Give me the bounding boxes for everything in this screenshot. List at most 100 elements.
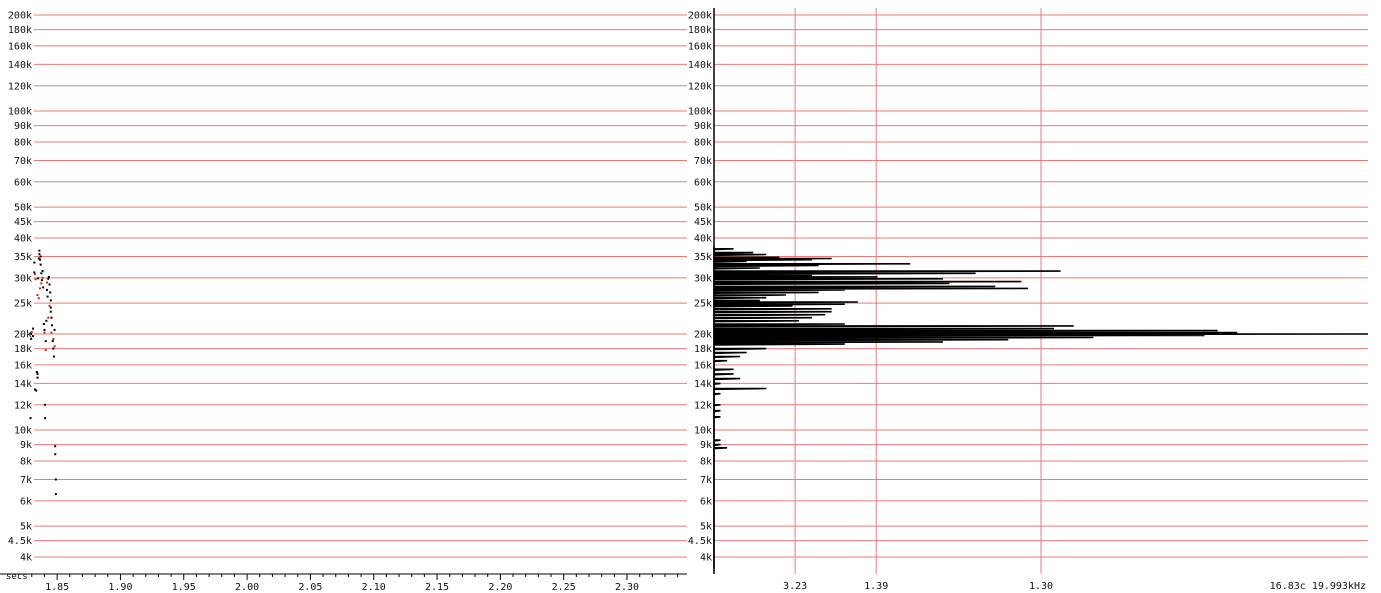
left-y-tick-label: 18k	[14, 344, 32, 355]
scatter-point	[53, 328, 56, 331]
scatter-point	[39, 287, 42, 290]
scatter-point	[54, 493, 57, 496]
scatter-point	[30, 337, 33, 340]
scatter-point	[45, 281, 48, 284]
right-y-tick-label: 90k	[694, 121, 712, 132]
scatter-point	[36, 372, 39, 375]
left-y-tick-labels: 200k 180k 160k 140k 120k 100k 90k 80k 70k 60k 50k 4…	[8, 11, 32, 564]
scatter-point	[46, 295, 49, 298]
scatter-point	[51, 340, 54, 343]
scatter-point	[44, 417, 47, 420]
left-y-tick-label: 20k	[14, 330, 32, 341]
left-y-tick-label: 120k	[8, 81, 32, 92]
scatter-point	[32, 335, 35, 338]
right-y-tick-label: 16k	[694, 360, 712, 371]
right-y-tick-label: 9k	[700, 440, 712, 451]
left-y-tick-label: 14k	[14, 379, 32, 390]
right-y-tick-label: 100k	[688, 107, 712, 118]
right-y-tick-label: 8k	[700, 456, 712, 467]
right-y-tick-label: 200k	[688, 11, 712, 22]
scatter-point	[35, 389, 38, 392]
scatter-point	[54, 478, 57, 481]
left-x-tick-label: 1.85	[45, 582, 69, 593]
left-x-tick-label: 2.05	[298, 582, 322, 593]
left-y-tick-label: 70k	[14, 156, 32, 167]
left-y-tick-label: 200k	[8, 11, 32, 22]
scatter-point	[49, 299, 52, 302]
scatter-point	[33, 261, 36, 264]
left-y-tick-label: 25k	[14, 299, 32, 310]
right-y-tick-label: 80k	[694, 137, 712, 148]
scatter-point	[39, 263, 42, 266]
scatter-point	[40, 279, 43, 282]
left-x-tick-label: 1.95	[172, 582, 196, 593]
left-y-tick-label: 45k	[14, 217, 32, 228]
left-x-tick-label: 1.90	[108, 582, 132, 593]
left-y-tick-label: 140k	[8, 60, 32, 71]
right-y-tick-label: 10k	[694, 426, 712, 437]
right-y-tick-label: 35k	[694, 252, 712, 263]
left-grid	[34, 14, 687, 558]
left-x-tick-labels: 1.85 1.90 1.95 2.00 2.05 2.10 2.15 2.20 2.25 2.30	[31, 574, 679, 593]
scatter-point	[38, 253, 41, 256]
right-x-tick-label: 1.30	[1029, 581, 1053, 592]
scatter-point	[48, 283, 51, 286]
scatter-point	[43, 328, 46, 331]
right-x-tick-label: 3.23	[783, 581, 807, 592]
right-y-tick-label: 60k	[694, 177, 712, 188]
right-y-tick-label: 12k	[694, 400, 712, 411]
left-y-tick-label: 80k	[14, 137, 32, 148]
right-y-tick-label: 7k	[700, 475, 712, 486]
right-x-tick-labels: 3.23 1.39 1.30	[783, 581, 1053, 592]
scatter-point	[49, 310, 52, 313]
left-x-tick-label: 2.15	[425, 582, 449, 593]
scatter-point	[41, 276, 44, 279]
right-y-tick-label: 6k	[700, 496, 712, 507]
scatter-point	[40, 272, 43, 275]
scatter-point	[33, 388, 36, 391]
scatter-point	[44, 349, 47, 352]
left-panel: 200k 180k 160k 140k 120k 100k 90k 80k 70k 60k 50k 4…	[0, 11, 687, 593]
left-y-tick-label: 100k	[8, 107, 32, 118]
scatter-point	[38, 249, 41, 252]
scatter-point	[37, 277, 40, 280]
right-y-tick-label: 120k	[688, 81, 712, 92]
scatter-point	[33, 271, 36, 274]
scatter-point	[47, 277, 50, 280]
scatter-point	[50, 331, 53, 334]
scatter-point	[44, 403, 47, 406]
scatter-point	[52, 355, 55, 358]
scatter-point	[36, 294, 39, 297]
scatter-point	[33, 273, 36, 276]
scatter-point	[39, 255, 42, 258]
left-x-tick-label: 2.25	[552, 582, 576, 593]
left-y-tick-label: 12k	[14, 400, 32, 411]
right-y-tick-label: 20k	[694, 330, 712, 341]
left-y-tick-label: 16k	[14, 360, 32, 371]
right-y-tick-label: 140k	[688, 60, 712, 71]
scatter-point	[53, 345, 56, 348]
left-x-tick-label: 2.00	[235, 582, 259, 593]
left-x-axis-label: secs	[6, 572, 28, 582]
left-y-tick-label: 10k	[14, 426, 32, 437]
scatter-point	[40, 282, 43, 285]
left-y-tick-label: 90k	[14, 121, 32, 132]
right-y-tick-label: 70k	[694, 156, 712, 167]
left-y-tick-label: 9k	[20, 440, 32, 451]
scatter-point	[49, 291, 52, 294]
right-y-tick-label: 30k	[694, 273, 712, 284]
scatter-point	[50, 316, 53, 319]
scatter-point	[44, 340, 47, 343]
scatter-point	[47, 316, 50, 319]
left-scatter-points	[29, 249, 57, 496]
left-x-tick-label: 2.10	[362, 582, 386, 593]
left-x-tick-label: 2.30	[615, 582, 639, 593]
scatter-point	[32, 327, 35, 330]
left-y-tick-label: 4k	[20, 553, 32, 564]
scatter-point	[36, 376, 39, 379]
right-x-tick-label: 1.39	[864, 581, 888, 592]
scatter-point	[34, 278, 37, 281]
scatter-point	[42, 322, 45, 325]
left-y-tick-label: 6k	[20, 496, 32, 507]
right-x-annotation: 16.83c 19.993kHz	[1270, 581, 1366, 592]
